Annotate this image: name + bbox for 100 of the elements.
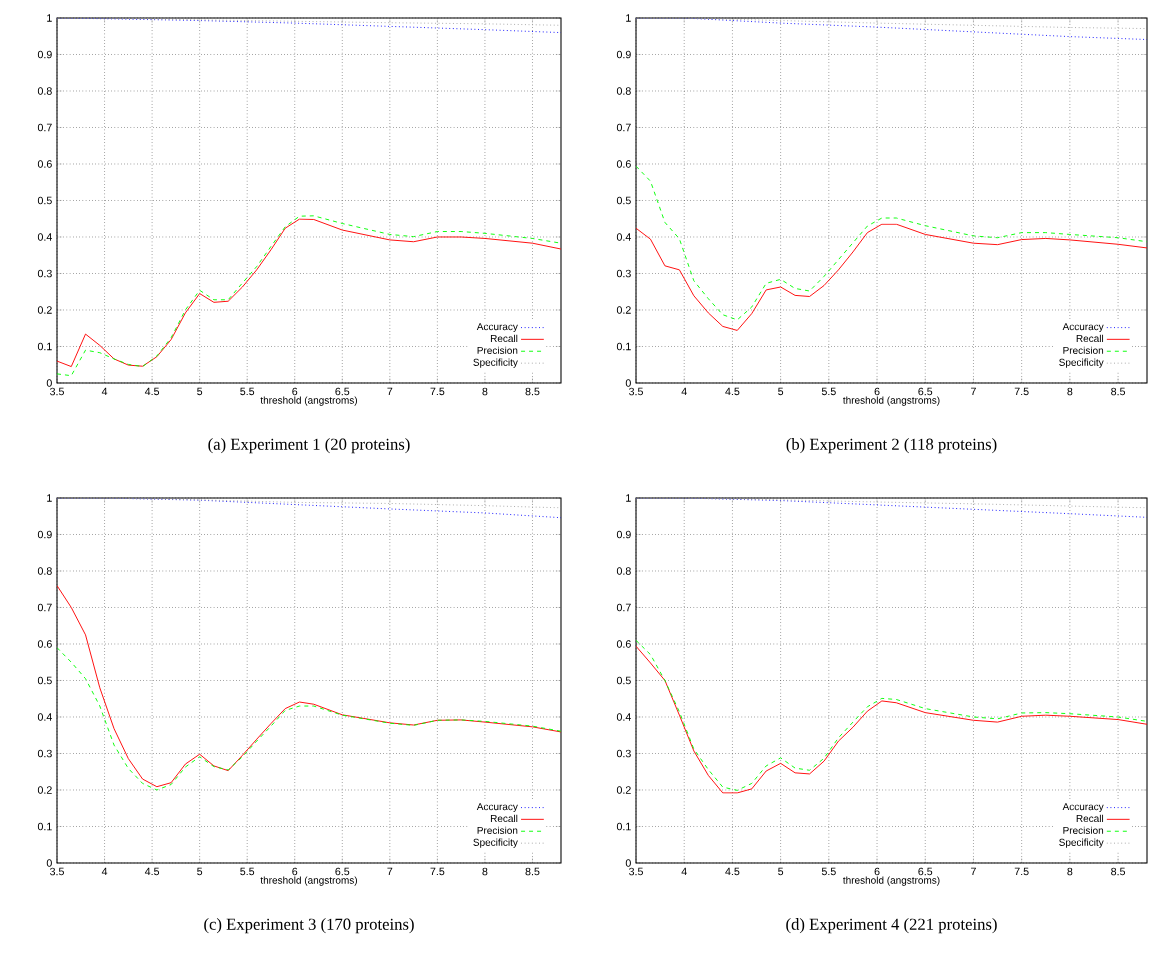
legend-label: Recall	[1076, 334, 1104, 343]
y-tick-label: 0.8	[37, 87, 52, 95]
y-tick-label: 0.9	[616, 530, 631, 539]
y-tick-label: 0.8	[616, 87, 631, 95]
y-tick-label: 0.1	[616, 822, 631, 831]
y-tick-label: 0.6	[37, 160, 52, 168]
x-tick-label: 6	[292, 387, 298, 396]
legend-label: Recall	[1076, 814, 1104, 823]
legend-label: Accuracy	[476, 803, 518, 813]
x-tick-label: 3.5	[49, 867, 64, 876]
y-tick-label: 0.8	[616, 567, 631, 575]
x-tick-label: 6	[874, 867, 880, 876]
legend-label: Recall	[490, 814, 518, 823]
y-tick-label: 0.6	[616, 160, 631, 168]
y-tick-label: 0.1	[37, 822, 52, 831]
line-series	[57, 585, 561, 788]
y-tick-label: 0.9	[616, 50, 631, 59]
y-tick-label: 0.5	[616, 196, 631, 205]
legend-label: Specificity	[473, 358, 518, 368]
x-tick-label: 7	[387, 387, 393, 396]
x-tick-label: 3.5	[49, 387, 64, 396]
y-tick-label: 0.7	[616, 123, 631, 132]
x-tick-label: 5.5	[240, 867, 255, 876]
x-tick-label: 7.5	[430, 867, 445, 876]
y-tick-label: 0.6	[616, 640, 631, 648]
x-tick-label: 7	[971, 387, 976, 396]
x-tick-label: 8.5	[525, 867, 540, 876]
y-tick-label: 0.5	[37, 196, 52, 205]
y-tick-label: 0	[46, 379, 52, 387]
y-tick-label: 0.8	[37, 567, 52, 575]
legend-label: Accuracy	[1062, 323, 1104, 333]
x-tick-label: 8.5	[1111, 387, 1126, 396]
x-axis-title: threshold (angstroms)	[843, 876, 940, 886]
y-tick-label: 0.3	[37, 269, 52, 278]
x-tick-label: 7.5	[1014, 867, 1029, 876]
legend-label: Precision	[477, 346, 518, 354]
legend-label: Precision	[1063, 826, 1104, 834]
x-tick-label: 7.5	[430, 387, 445, 396]
y-tick-label: 0.7	[616, 603, 631, 612]
x-tick-label: 6.5	[335, 387, 350, 396]
line-series	[57, 497, 561, 509]
y-tick-label: 0.2	[37, 786, 52, 794]
x-tick-label: 8	[1067, 867, 1073, 876]
x-tick-label: 6	[874, 387, 880, 396]
legend-label: Accuracy	[1062, 803, 1104, 813]
x-tick-label: 6.5	[918, 387, 933, 396]
x-axis-title: threshold (angstroms)	[260, 396, 357, 406]
y-tick-label: 0.4	[37, 713, 52, 721]
legend-label: Recall	[490, 334, 518, 343]
line-series	[636, 223, 1147, 331]
x-tick-label: 8	[1067, 387, 1073, 396]
y-tick-label: 1	[47, 14, 52, 22]
x-tick-label: 8.5	[1111, 867, 1126, 876]
y-tick-label: 0.7	[37, 603, 52, 612]
x-axis-title: threshold (angstroms)	[260, 876, 357, 886]
y-tick-label: 0.9	[37, 530, 52, 539]
line-series	[636, 165, 1147, 321]
y-tick-label: 1	[626, 494, 631, 502]
text: (d) Experiment 4 (221 proteins)	[786, 918, 997, 934]
x-tick-label: 7	[971, 867, 976, 876]
y-tick-label: 0	[46, 859, 52, 867]
x-tick-label: 6.5	[918, 867, 933, 876]
legend-label: Accuracy	[476, 323, 518, 333]
y-tick-label: 1	[47, 494, 52, 502]
y-tick-label: 0.3	[616, 269, 631, 278]
legend-label: Precision	[477, 826, 518, 834]
x-tick-label: 6.5	[335, 867, 350, 876]
x-tick-label: 7.5	[1014, 387, 1029, 396]
x-tick-label: 5	[778, 867, 784, 876]
y-tick-label: 0.9	[37, 50, 52, 59]
y-tick-label: 0	[625, 379, 631, 387]
x-tick-label: 4.5	[725, 867, 740, 876]
y-tick-label: 0.3	[616, 749, 631, 758]
x-tick-label: 4	[101, 867, 108, 876]
legend-label: Specificity	[1059, 358, 1104, 368]
x-tick-label: 8	[482, 387, 488, 396]
y-tick-label: 0.2	[616, 786, 631, 794]
x-tick-label: 5	[197, 867, 203, 876]
y-tick-label: 0.1	[37, 342, 52, 351]
legend-label: Specificity	[473, 838, 518, 848]
y-tick-label: 0.1	[616, 342, 631, 351]
x-tick-label: 5	[778, 387, 784, 396]
x-axis-title: threshold (angstroms)	[843, 396, 940, 406]
legend-label: Specificity	[1059, 838, 1104, 848]
x-tick-label: 4.5	[144, 867, 160, 876]
x-tick-label: 4	[101, 387, 108, 396]
y-tick-label: 0.6	[37, 640, 52, 648]
x-tick-label: 7	[387, 867, 393, 876]
x-tick-label: 4	[681, 867, 687, 876]
x-tick-label: 3.5	[628, 387, 643, 396]
x-tick-label: 5	[197, 387, 203, 396]
y-tick-label: 0	[625, 859, 631, 867]
y-tick-label: 1	[626, 14, 631, 22]
text: (a) Experiment 1 (20 proteins)	[208, 438, 410, 454]
y-tick-label: 0.5	[37, 676, 52, 685]
x-tick-label: 3.5	[628, 867, 643, 876]
y-tick-label: 0.4	[616, 713, 631, 721]
y-tick-label: 0.2	[37, 306, 52, 314]
x-tick-label: 4	[681, 387, 687, 396]
x-tick-label: 8.5	[525, 387, 540, 396]
